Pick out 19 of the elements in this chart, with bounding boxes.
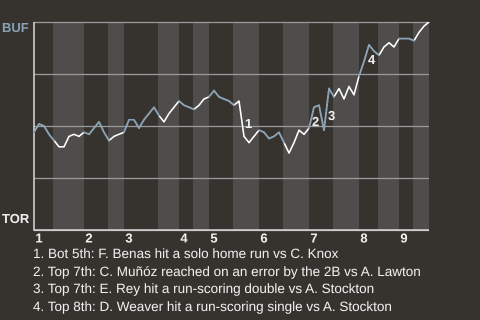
text: 3. Top 7th: E. Rey hit a run-scoring double vs A. Stockton [33, 280, 376, 298]
x-tick-label: 9 [400, 230, 408, 246]
annotation: 4 [368, 52, 376, 67]
text: TOR [2, 211, 30, 226]
text: 1. Bot 5th: F. Benas hit a solo home run vs C. Knox [33, 245, 340, 262]
x-tick-label: 3 [125, 230, 133, 246]
x-tick-label: 2 [85, 230, 93, 246]
x-tick-label: 1 [35, 230, 43, 246]
x-tick-label: 7 [310, 230, 318, 246]
x-tick-label: 5 [210, 230, 218, 246]
text: BUF [2, 20, 29, 35]
x-tick-label: 4 [180, 230, 188, 246]
text: 2. Top 7th: C. Muñóz reached on an error by the 2B vs A. Lawton [33, 262, 421, 280]
x-tick-label: 6 [260, 230, 268, 246]
annotation: 3 [328, 108, 336, 123]
text: 4. Top 8th: D. Weaver hit a run-scoring single vs A. Stockton [33, 298, 393, 315]
x-tick-label: 8 [360, 230, 368, 246]
annotation: 1 [245, 116, 252, 131]
annotation: 2 [312, 114, 320, 129]
